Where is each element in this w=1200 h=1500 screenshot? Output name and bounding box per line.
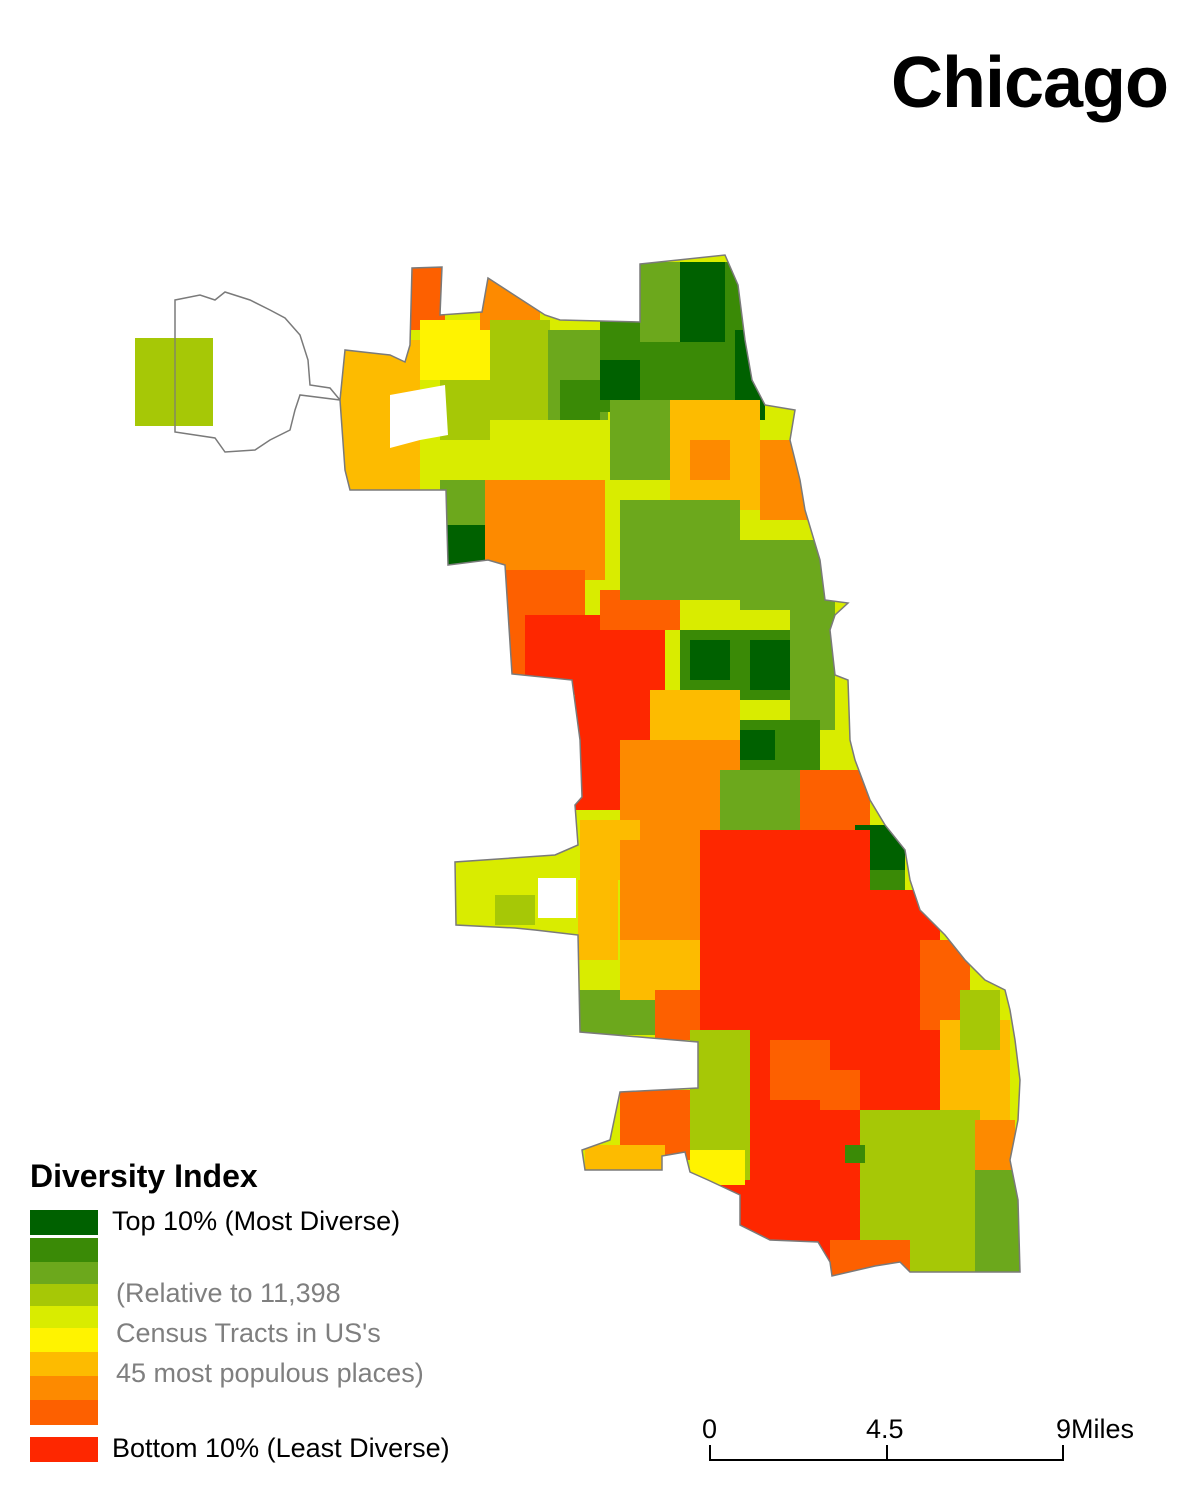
- legend-swatch-10: [30, 1437, 98, 1462]
- legend-swatch-2: [30, 1238, 98, 1263]
- scale-label-0: 0: [702, 1414, 718, 1444]
- scale-label-mid: 4.5: [866, 1414, 904, 1444]
- scale-label-end: 9Miles: [1056, 1414, 1135, 1444]
- scale-tick-end: [1062, 1445, 1064, 1461]
- legend-top-label: Top 10% (Most Diverse): [112, 1206, 401, 1236]
- legend-swatch-1: [30, 1210, 98, 1235]
- legend-note-line-2: Census Tracts in US's: [116, 1318, 381, 1348]
- legend-swatch-8: [30, 1376, 98, 1401]
- map-title: Chicago: [890, 43, 1169, 123]
- west-hole: [390, 385, 448, 448]
- legend-note-line-1: (Relative to 11,398: [116, 1278, 341, 1308]
- legend-bottom-label: Bottom 10% (Least Diverse): [112, 1433, 450, 1463]
- ohare-tract: [135, 338, 213, 426]
- legend-swatch-3: [30, 1262, 98, 1287]
- legend-swatch-5: [30, 1306, 98, 1331]
- scale-tick-mid: [886, 1445, 888, 1461]
- scale-tick-start: [709, 1445, 711, 1461]
- legend-swatch-4: [30, 1284, 98, 1309]
- legend-swatch-9: [30, 1400, 98, 1425]
- ohare-outline: [174, 291, 342, 453]
- legend-swatch-7: [30, 1352, 98, 1377]
- midway-hole: [538, 878, 576, 918]
- legend-note-line-3: 45 most populous places): [116, 1358, 424, 1388]
- legend-title: Diversity Index: [30, 1158, 258, 1194]
- legend-swatch-6: [30, 1328, 98, 1353]
